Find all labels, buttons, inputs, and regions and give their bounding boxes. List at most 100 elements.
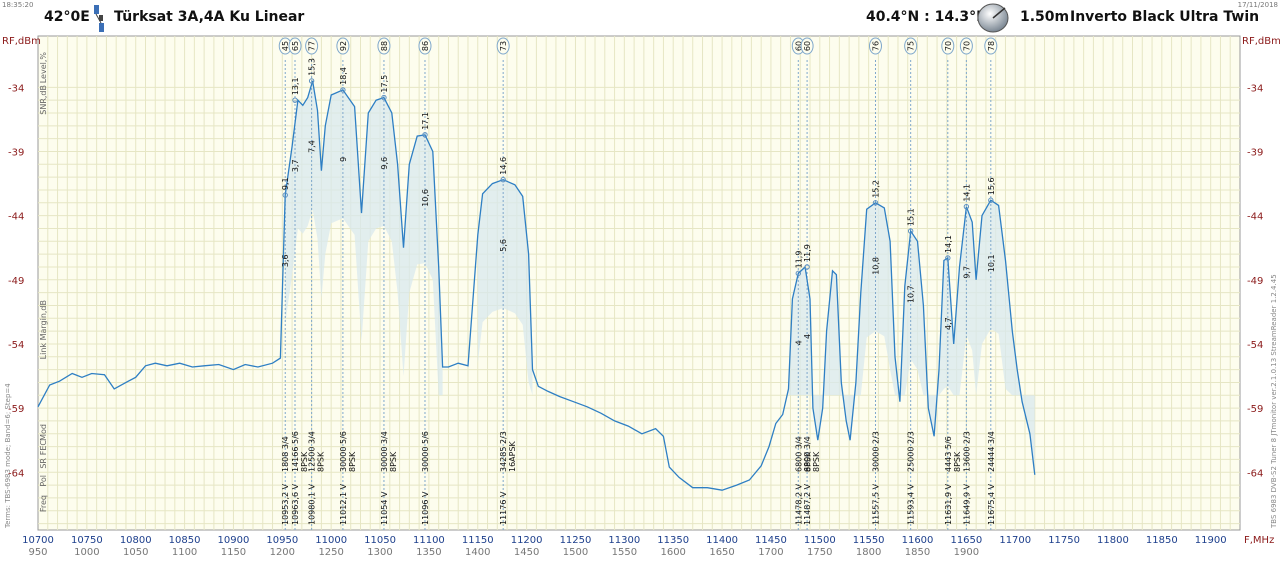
sr-fec-label: 14166 5/6 (291, 431, 300, 472)
x-tick-label: 11100 (413, 535, 445, 546)
freq-label: 11593,4 V (907, 483, 916, 525)
level-value: 45 (281, 41, 290, 51)
x-tick-label-if: 1450 (514, 547, 539, 558)
lnb-model: Inverto Black Ultra Twin (1070, 9, 1260, 25)
sr-fec-label: 6800 3/4 (794, 436, 803, 472)
y-axis-label-left: RF,dBm (2, 36, 41, 47)
transponder-marker (795, 270, 801, 277)
y-tick-label-right: -44 (1247, 212, 1263, 223)
x-tick-label-if: 1650 (709, 547, 734, 558)
sr-fec-label: 13600 2/3 (962, 431, 971, 472)
spectrum-trace (37, 80, 1036, 491)
x-axis-label: F,MHz (1244, 535, 1274, 546)
x-tick-label-if: 1300 (367, 547, 392, 558)
y-tick-label-left: -34 (8, 83, 24, 94)
sr-fec-label: 4443 5/6 (944, 436, 953, 472)
x-tick-label: 11350 (657, 535, 689, 546)
level-bubble (984, 37, 998, 55)
margin-value: 7,4 (308, 140, 317, 153)
version-side-text: TBS 6983 DVB-S2 Tuner 8 JTmonitor ver.2.… (1270, 274, 1278, 529)
transponder-fills (285, 80, 1035, 475)
x-tick-label-if: 1400 (465, 547, 490, 558)
row-label-bottom: Mod (39, 424, 48, 441)
plot-area (37, 35, 1241, 531)
x-tick-label: 11450 (755, 535, 787, 546)
row-label-top: Level,% (39, 52, 48, 84)
sr-fec-label: 25000 2/3 (907, 431, 916, 472)
x-tick-label-if: 1800 (856, 547, 881, 558)
modulation-label: 8PSK (953, 451, 962, 472)
x-tick-label: 10750 (71, 535, 103, 546)
modulation-label: 8PSK (389, 451, 398, 472)
x-tick-label: 11200 (511, 535, 543, 546)
transponder-marker (422, 132, 428, 138)
x-tick-label: 11400 (706, 535, 738, 546)
transponder-marker (804, 264, 810, 270)
sr-fec-label: 24444 3/4 (987, 431, 996, 472)
sr-fec-label: 30000 5/6 (339, 431, 348, 472)
x-tick-label-if: 1200 (270, 547, 295, 558)
satellite-name: Türksat 3A,4A Ku Linear (114, 9, 305, 25)
margin-value: 9,6 (380, 157, 389, 170)
sr-fec-label: 34285 2/3 (499, 431, 508, 472)
y-tick-label-left: -49 (8, 276, 24, 287)
transponder-marker (945, 255, 951, 261)
level-value: 70 (962, 41, 971, 51)
transponder-marker (282, 192, 288, 198)
y-tick-label-left: -39 (8, 147, 24, 158)
level-value: 77 (308, 41, 317, 51)
level-value: 60 (803, 41, 812, 51)
freq-label: 11487,2 V (803, 483, 812, 525)
x-tick-label: 11500 (804, 535, 836, 546)
freq-label: 10963,6 V (291, 483, 300, 525)
margin-value: 5,6 (499, 239, 508, 252)
x-tick-label-if: 1600 (660, 547, 685, 558)
margin-value: 10,8 (871, 257, 880, 275)
freq-label: 11012,1 V (339, 483, 348, 525)
margin-value: 10,7 (907, 285, 916, 303)
sr-fec-label: 12500 3/4 (308, 431, 317, 472)
y-tick-label-right: -64 (1247, 468, 1263, 479)
snr-value: 15,3 (308, 58, 317, 76)
x-tick-label-if: 1900 (954, 547, 979, 558)
snr-value: 17,1 (421, 112, 430, 130)
transponder-fill (788, 200, 1035, 475)
x-tick-label: 11700 (999, 535, 1031, 546)
x-tick-label: 10950 (266, 535, 298, 546)
freq-label: 11649,9 V (962, 483, 971, 525)
y-tick-label-right: -59 (1247, 404, 1263, 415)
level-value: 86 (421, 41, 430, 51)
x-tick-label: 10850 (169, 535, 201, 546)
transponder-marker (308, 78, 315, 84)
modulation-label: 8PSK (300, 451, 309, 472)
snr-value: 15,6 (987, 177, 996, 195)
row-label-bottom: Freq (39, 495, 48, 512)
snr-value: 17,5 (380, 75, 389, 93)
capture-date: 17/11/2018 (1237, 1, 1278, 9)
freq-label: 11176 V (499, 491, 508, 525)
modulation-label: 16APSK (508, 440, 517, 472)
y-tick-label-right: -54 (1247, 340, 1263, 351)
x-tick-label-if: 1250 (318, 547, 343, 558)
margin-value: 4 (803, 334, 812, 339)
modulation-label: 8PSK (803, 451, 812, 472)
grid-lines (38, 36, 1240, 530)
transponder-marker (381, 94, 387, 101)
transponder-marks: 45 9,1 3,6 10953,2 V 1808 3/4 65 13,1 3,7 10963,… (278, 37, 998, 525)
y-tick-label-right: -34 (1247, 83, 1263, 94)
level-bubble (336, 37, 350, 55)
snr-value: 14,6 (499, 157, 508, 175)
modulation-label: 8PSK (348, 451, 357, 472)
snr-value: 9,1 (281, 177, 290, 190)
x-tick-label: 11650 (950, 535, 982, 546)
row-label-bottom: Pol (39, 475, 48, 487)
sr-fec-label: 30000 5/6 (421, 431, 430, 472)
level-value: 65 (291, 41, 300, 51)
x-tick-label: 11800 (1097, 535, 1129, 546)
level-bubble (496, 37, 510, 55)
row-label-top: Link Margin,dB (39, 300, 48, 359)
y-tick-label-left: -44 (8, 212, 24, 223)
margin-value: 9 (339, 157, 348, 162)
freq-label: 11096 V (421, 491, 430, 525)
